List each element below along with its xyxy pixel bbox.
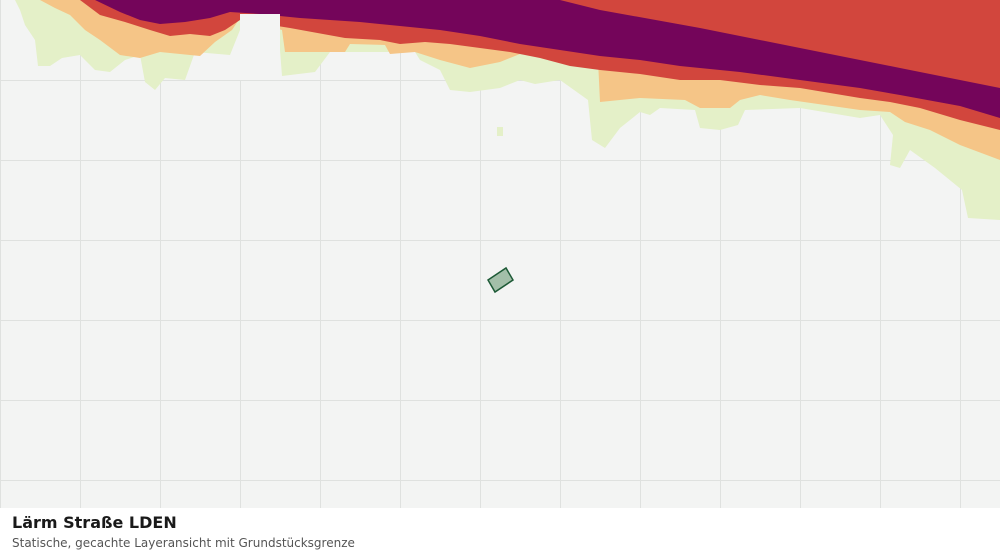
noise-zone-low bbox=[497, 127, 503, 136]
caption: Lärm Straße LDEN Statische, gecachte Lay… bbox=[12, 512, 992, 552]
noise-zone-high bbox=[80, 0, 1000, 130]
map bbox=[0, 0, 1000, 508]
noise-zone-very-high bbox=[95, 0, 1000, 118]
parcel-boundary bbox=[486, 266, 515, 294]
map-subtitle: Statische, gecachte Layeransicht mit Gru… bbox=[12, 536, 355, 550]
map-title: Lärm Straße LDEN bbox=[12, 513, 177, 532]
map-gap bbox=[240, 14, 280, 80]
